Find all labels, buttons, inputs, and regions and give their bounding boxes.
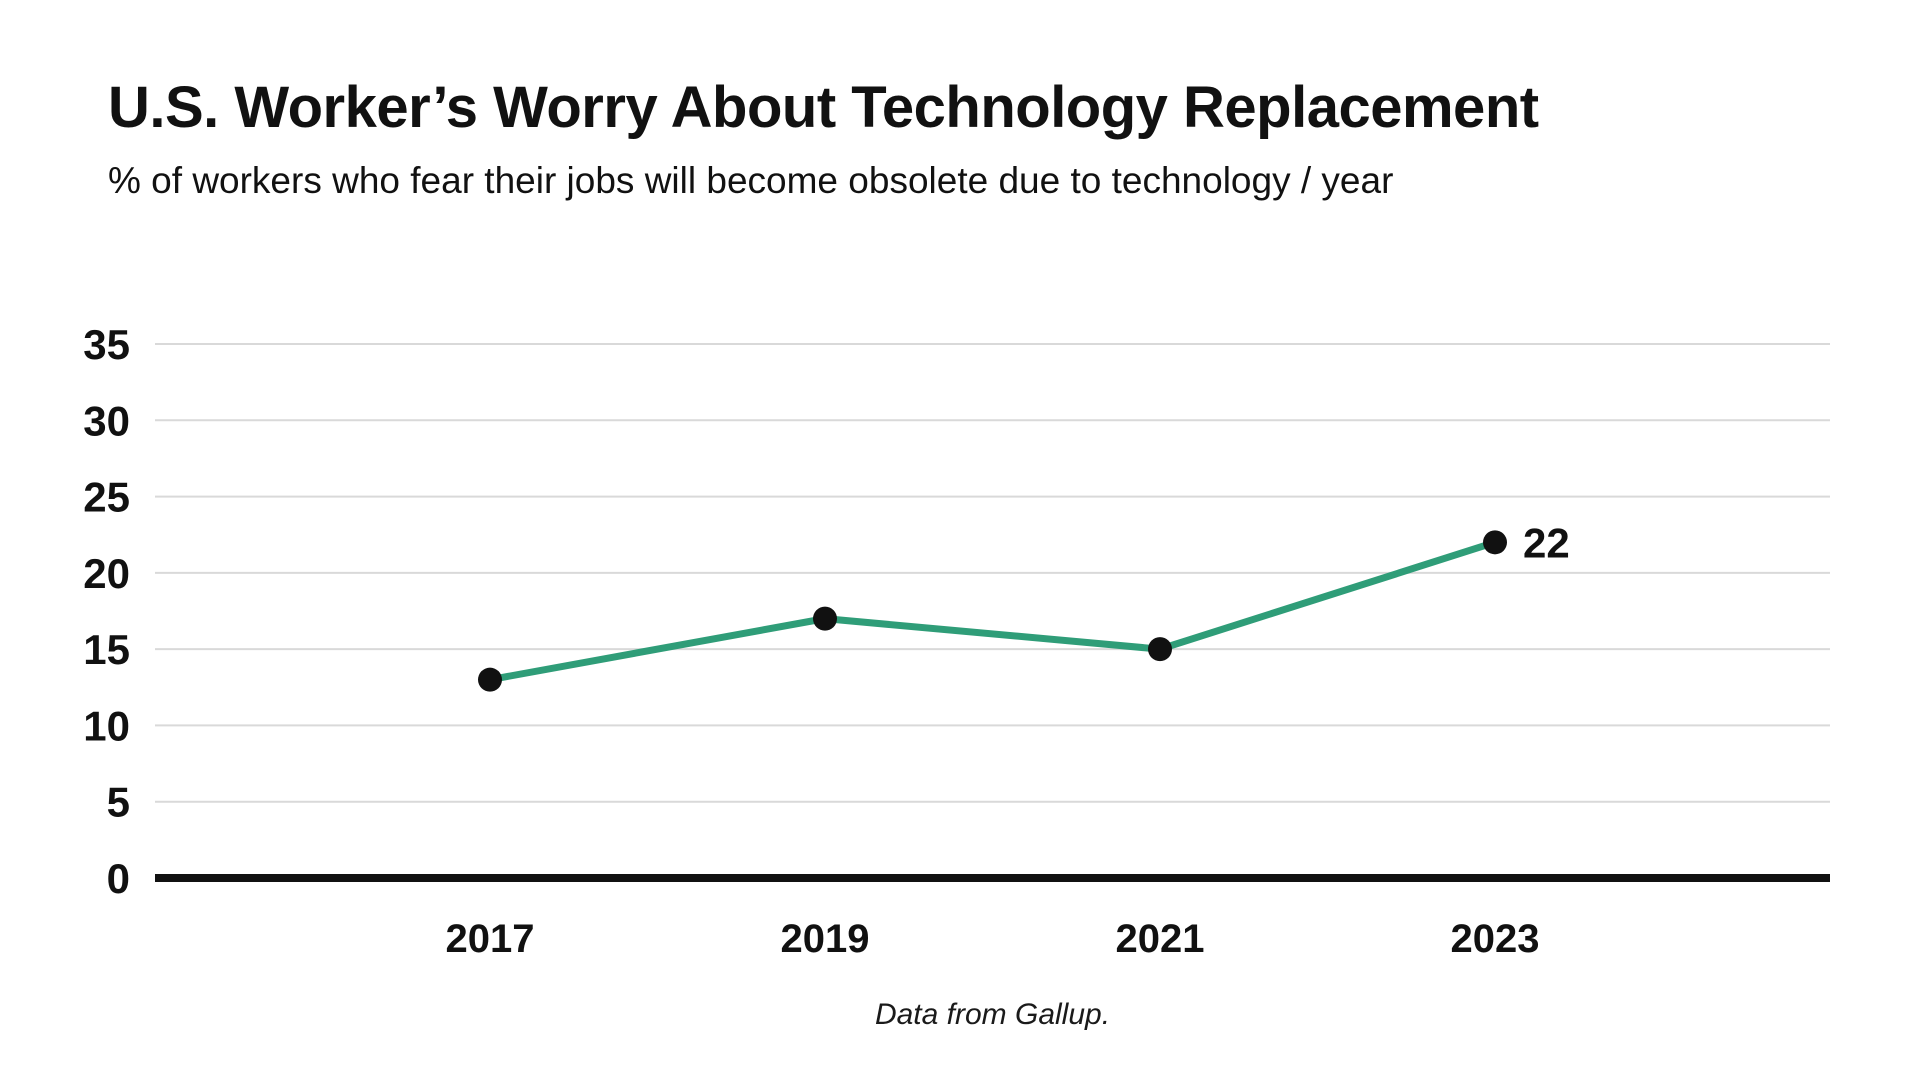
- data-point-2021: [1148, 637, 1172, 662]
- x-tick-label-2023: 2023: [1451, 917, 1540, 961]
- y-tick-label-35: 35: [83, 321, 130, 368]
- y-tick-label-10: 10: [83, 702, 130, 749]
- y-tick-label-25: 25: [83, 474, 130, 521]
- point-value-label-2023: 22: [1523, 519, 1570, 566]
- y-tick-label-20: 20: [83, 550, 130, 597]
- chart-subtitle: % of workers who fear their jobs will be…: [108, 160, 1394, 201]
- data-point-2017: [478, 667, 502, 692]
- x-tick-label-2021: 2021: [1116, 917, 1205, 961]
- x-tick-label-2019: 2019: [781, 917, 870, 961]
- y-tick-label-5: 5: [107, 779, 130, 826]
- x-tick-label-2017: 2017: [446, 917, 535, 961]
- data-source-note: Data from Gallup.: [874, 998, 1111, 1031]
- y-tick-label-30: 30: [83, 397, 130, 444]
- trend-line: [486, 538, 1499, 684]
- y-tick-label-0: 0: [107, 855, 130, 902]
- y-tick-label-15: 15: [83, 626, 130, 673]
- data-point-2023: [1483, 530, 1507, 555]
- data-point-2019: [813, 606, 837, 631]
- chart-title: U.S. Worker’s Worry About Technology Rep…: [108, 75, 1539, 140]
